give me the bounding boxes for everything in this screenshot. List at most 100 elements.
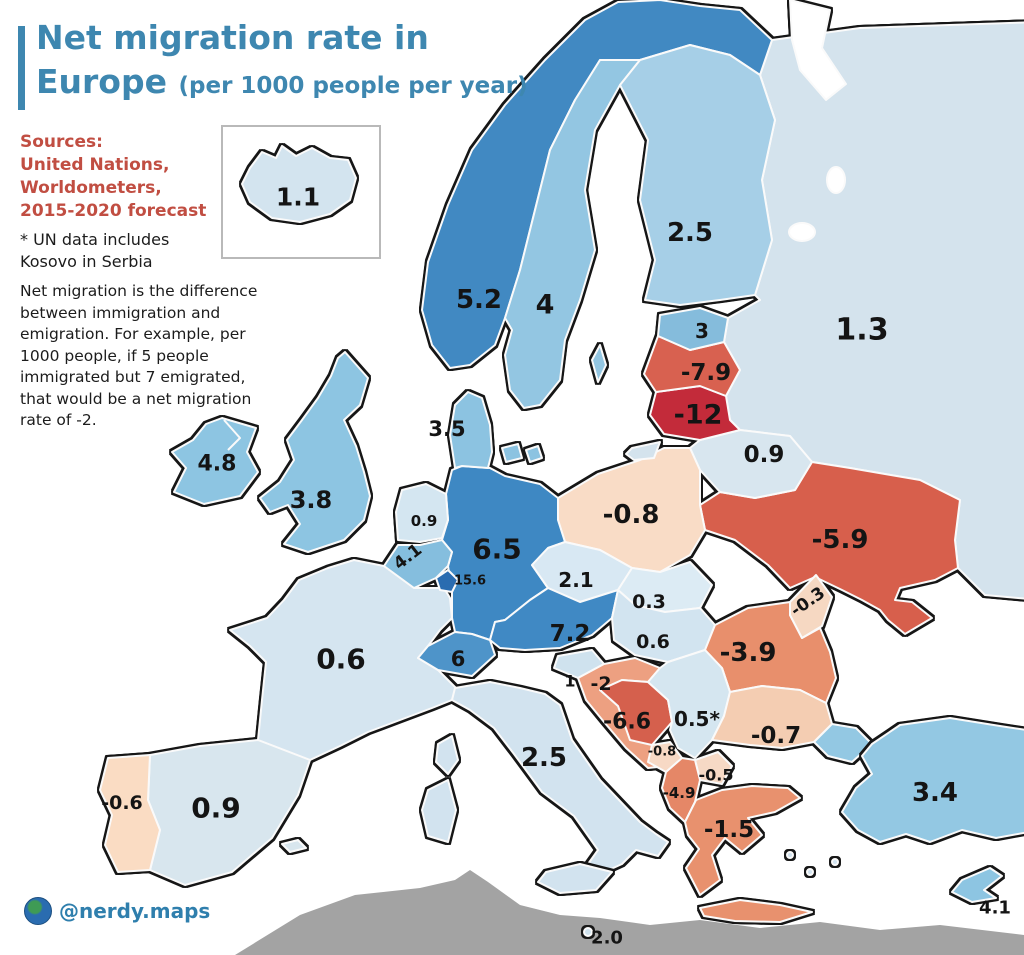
value-label-norway: 5.2 — [456, 285, 502, 315]
value-label-macedonia: -0.5 — [699, 766, 734, 785]
value-label-netherlands: 0.9 — [411, 512, 438, 530]
page-title-line2: Europe (per 1000 people per year) — [36, 60, 528, 108]
value-label-hungary: 0.6 — [636, 631, 670, 653]
country-ireland — [171, 417, 259, 505]
value-label-ukraine: -5.9 — [812, 525, 869, 555]
lake-onega — [826, 166, 846, 194]
value-label-iceland: 1.1 — [276, 183, 320, 212]
country-ukraine — [699, 461, 961, 635]
value-label-turkey: 3.4 — [912, 778, 958, 808]
island-cyprus — [951, 867, 1003, 903]
value-label-malta: 2.0 — [591, 928, 623, 949]
country-italy — [451, 681, 669, 875]
island-corsica — [435, 735, 459, 775]
value-label-slovakia: 0.3 — [632, 591, 666, 613]
island-zealand — [501, 443, 523, 463]
value-label-albania: -4.9 — [663, 784, 696, 802]
sources-heading: Sources: — [20, 132, 103, 152]
value-label-denmark: 3.5 — [428, 417, 465, 441]
value-label-bosnia: -6.6 — [603, 710, 651, 735]
map-description: Net migration is the difference between … — [20, 282, 258, 429]
value-label-spain: 0.9 — [191, 792, 241, 825]
country-estonia — [657, 307, 729, 351]
value-label-luxembourg: 15.6 — [454, 574, 486, 589]
country-uk — [259, 351, 371, 553]
value-label-switzerland: 6 — [451, 647, 466, 671]
island-gotland — [591, 344, 607, 383]
value-label-france: 0.6 — [316, 643, 366, 676]
lake-ladoga — [788, 222, 816, 242]
island-sardinia — [421, 779, 457, 843]
country-serbia — [647, 649, 731, 759]
aegean-island — [831, 858, 839, 866]
white-sea — [789, 0, 847, 101]
iceland-group — [241, 145, 357, 223]
country-denmark — [449, 391, 493, 469]
page-title-line1: Net migration rate in — [36, 18, 429, 57]
country-france — [229, 559, 457, 761]
value-label-montenegro: -0.8 — [648, 745, 676, 760]
value-label-russia: 1.3 — [835, 313, 888, 348]
value-label-poland: -0.8 — [603, 500, 660, 530]
value-label-ireland: 4.8 — [198, 452, 237, 477]
country-finland — [619, 44, 776, 306]
value-label-romania: -3.9 — [720, 638, 777, 668]
value-label-croatia: -2 — [590, 673, 611, 695]
island-funen — [525, 445, 543, 463]
title-block: Net migration rate in Europe (per 1000 p… — [36, 16, 528, 108]
country-sweden — [504, 59, 641, 409]
value-label-estonia: 3 — [695, 319, 709, 343]
country-luxembourg — [435, 569, 459, 593]
island-balearics — [281, 839, 307, 853]
value-label-bulgaria: -0.7 — [751, 723, 801, 749]
country-iceland — [241, 145, 357, 223]
watermark: @nerdy.maps — [24, 897, 210, 925]
africa-landmass — [235, 870, 1024, 955]
sources-line1: United Nations, — [20, 155, 170, 175]
value-label-serbia: 0.5* — [674, 707, 720, 731]
value-labels-group: 1.15.2 42.53.53-7.9-121.30.9-0.8-5.9-0.34… — [101, 183, 1011, 949]
country-netherlands — [395, 483, 449, 543]
value-label-belarus: 0.9 — [744, 442, 785, 468]
value-label-czechia: 2.1 — [558, 568, 593, 592]
value-label-greece: -1.5 — [704, 817, 754, 843]
value-label-latvia: -7.9 — [681, 360, 731, 386]
value-label-portugal: -0.6 — [101, 792, 143, 814]
page-title-subtitle: (per 1000 people per year) — [178, 73, 528, 99]
sources-line3: 2015-2020 forecast — [20, 201, 207, 221]
country-greece — [684, 785, 801, 896]
island-malta — [583, 927, 593, 937]
country-switzerland — [417, 631, 496, 677]
title-accent-bar — [18, 26, 25, 110]
islands-group — [281, 344, 1003, 937]
sources-line2: Worldometers, — [20, 178, 162, 198]
aegean-island — [806, 868, 814, 876]
page-title-europe: Europe — [36, 62, 167, 101]
region-kaliningrad — [625, 441, 661, 461]
island-crete — [699, 899, 813, 923]
country-turkey — [841, 717, 1024, 843]
country-portugal — [99, 754, 161, 873]
sources-block: Sources: United Nations, Worldometers, 2… — [20, 131, 206, 223]
value-label-austria: 7.2 — [550, 621, 591, 647]
kosovo-note: * UN data includes Kosovo in Serbia — [20, 230, 170, 271]
value-label-slovenia: 1 — [564, 672, 575, 691]
country-belgium — [383, 539, 453, 589]
aegean-island — [786, 851, 794, 859]
country-moldova — [789, 574, 833, 639]
mainland-group — [99, 0, 1024, 896]
value-label-uk: 3.8 — [290, 486, 333, 514]
value-label-cyprus: 4.1 — [979, 898, 1011, 919]
value-label-germany: 6.5 — [472, 533, 522, 566]
northern-ireland-border — [223, 419, 241, 451]
british-isles-group — [171, 351, 371, 553]
island-sicily — [537, 863, 613, 894]
value-label-lithuania: -12 — [674, 400, 723, 431]
globe-icon — [24, 897, 52, 925]
turkey-group — [841, 717, 1024, 843]
value-label-sweden: 4 — [536, 290, 555, 321]
value-label-finland: 2.5 — [667, 218, 713, 248]
watermark-text: @nerdy.maps — [59, 899, 211, 923]
